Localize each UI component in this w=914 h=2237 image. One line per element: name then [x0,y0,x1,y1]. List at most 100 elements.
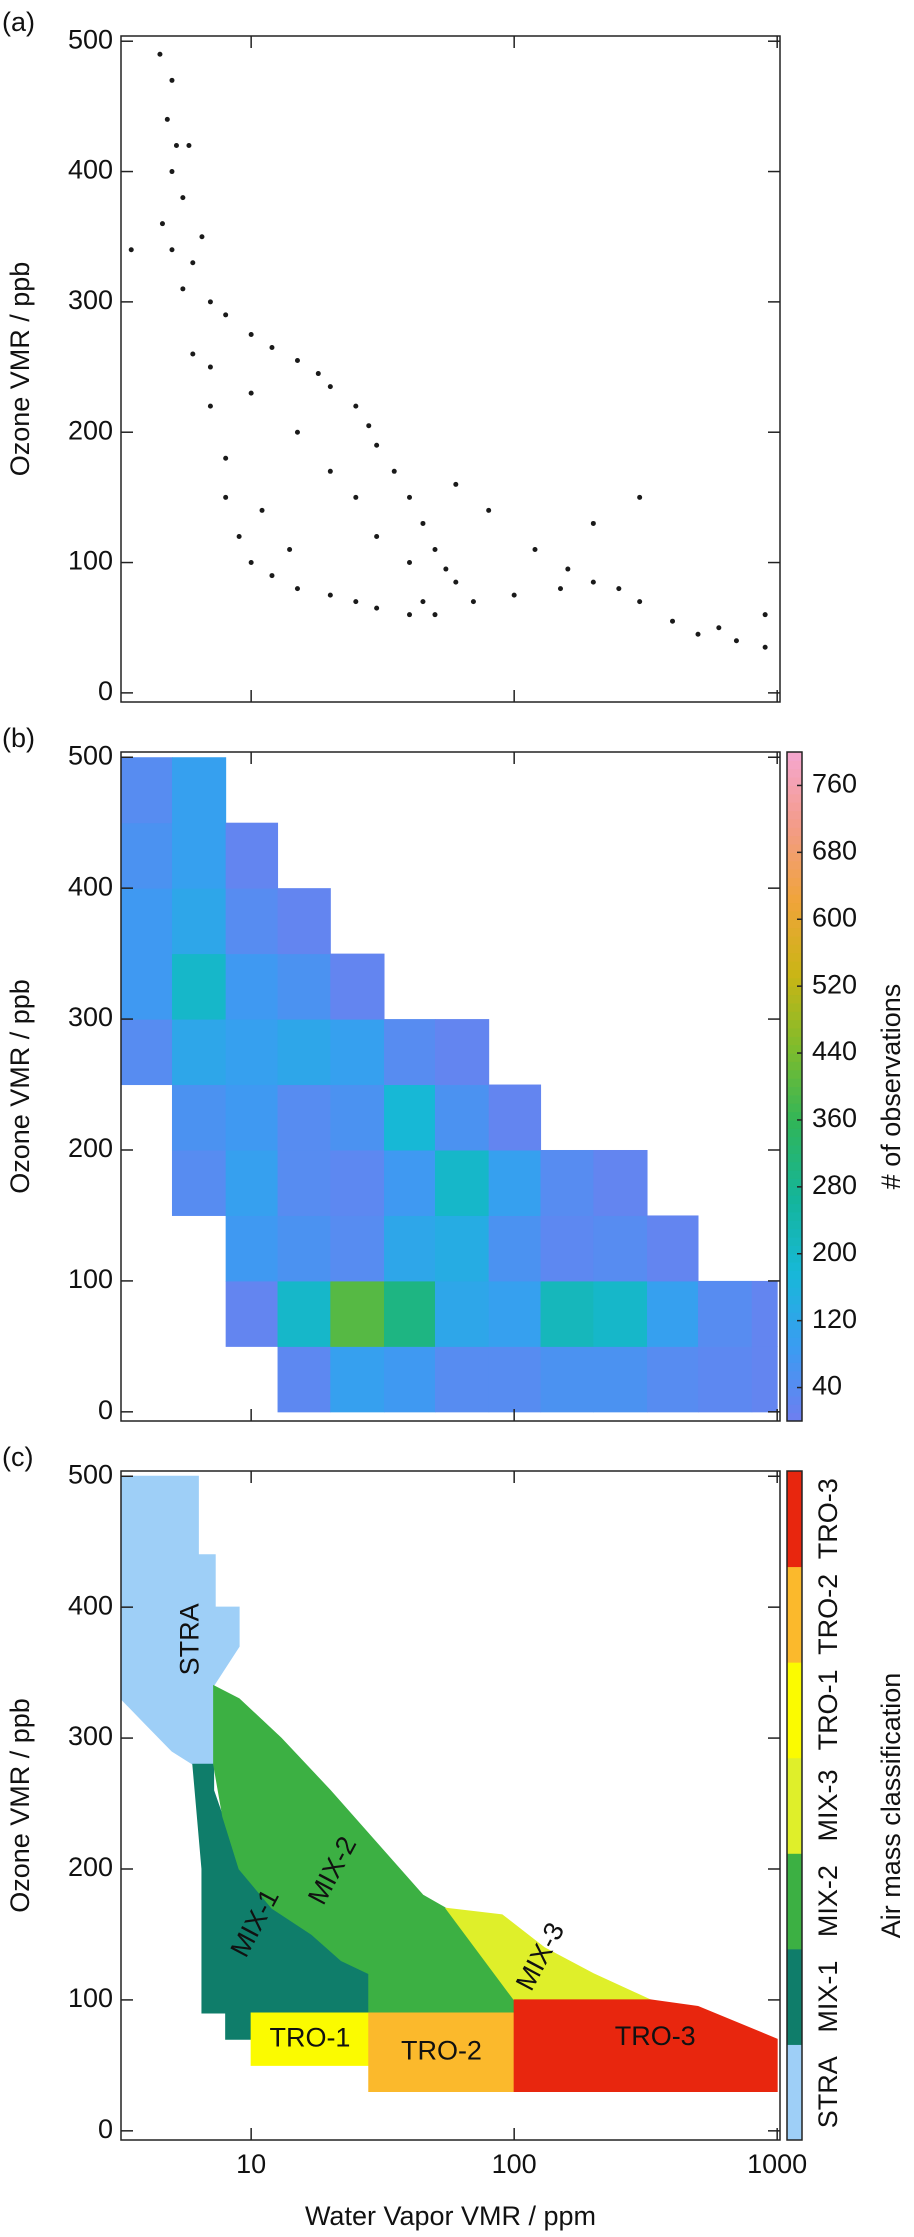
heatmap-cell [540,1215,594,1282]
colorbar-segment [787,1170,802,1179]
heatmap-cell [277,1280,331,1347]
colorbar-segment [787,1145,802,1154]
y-tick-label: 300 [68,1002,113,1032]
colorbar-segment [787,919,802,929]
point [159,221,165,227]
point [223,312,229,318]
point [511,592,517,598]
heatmap-cell [225,1215,279,1282]
colorbar-segment [787,1245,802,1255]
heatmap-cell [540,1346,594,1413]
colorbar-segment [787,1119,802,1129]
y-axis-title: Ozone VMR / ppb [5,262,35,477]
point [420,599,426,605]
colorbar-segment [787,969,802,979]
legend-label: MIX-1 [813,1961,843,2033]
heatmap-cell [171,888,227,955]
heatmap-cell [225,953,279,1020]
colorbar-segment [787,1128,802,1138]
colorbar-segment [787,860,802,870]
y-axis-title: Ozone VMR / ppb [5,1698,35,1913]
colorbar-segment [787,1370,802,1380]
colorbar-segment [787,1203,802,1213]
y-tick-label: 200 [68,415,113,445]
point [128,247,134,253]
point [590,520,596,526]
region-label: TRO-1 [269,2022,350,2052]
heatmap-cell [277,1215,331,1282]
y-tick-label: 200 [68,1852,113,1882]
colorbar-segment [787,1136,802,1146]
point [391,468,397,474]
heatmap-cell [593,1215,648,1282]
colorbar-segment [787,894,802,904]
colorbar-segment [787,1036,802,1046]
colorbar-segment [787,1412,802,1422]
colorbar-segment [787,793,802,803]
colorbar-segment [787,1044,802,1054]
point [695,631,701,637]
heatmap-cell [277,1149,331,1216]
y-tick-label: 500 [68,1459,113,1489]
colorbar-segment [787,902,802,912]
colorbar-segment [787,1287,802,1297]
point [223,494,229,500]
point [374,442,380,448]
point [173,142,179,148]
y-tick-label: 300 [68,285,113,315]
colorbar-segment [787,760,802,770]
x-axis-title: Water Vapor VMR / ppm [305,2201,596,2231]
panel-label: (c) [2,1442,33,1472]
x-tick-label: 10 [236,2149,266,2179]
point [565,566,571,572]
colorbar-segment [787,1237,802,1246]
colorbar-segment [787,1253,802,1263]
colorbar-segment [787,1094,802,1104]
y-tick-label: 400 [68,155,113,185]
point [180,195,186,201]
colorbar-segment [787,1019,802,1029]
colorbar-segment [787,1404,802,1414]
colorbar-segment [787,1220,802,1230]
plot-frame [120,1470,781,2141]
colorbar-segment [787,785,802,795]
colorbar-tick-label: 520 [812,969,857,999]
colorbar-segment [787,1111,802,1121]
colorbar-segment [787,1295,802,1305]
colorbar-segment [787,1011,802,1021]
point [453,481,459,487]
point [180,286,186,292]
colorbar-segment [787,986,802,996]
plot-frame [120,35,781,703]
colorbar-frame [786,1470,803,2141]
region [120,1475,240,1765]
point [374,533,380,539]
heatmap-cell [121,1019,173,1086]
colorbar-segment [787,1027,802,1037]
point [616,586,622,592]
point [223,455,229,461]
heatmap-cell [488,1084,542,1151]
heatmap-cell [225,1280,279,1347]
colorbar-segment [787,777,802,786]
heatmap-cell [171,1019,227,1086]
colorbar-segment [787,1262,802,1271]
colorbar-segment [787,1329,802,1338]
point [169,77,175,83]
point [248,390,254,396]
heatmap-cell [171,822,227,889]
colorbar-tick-label: 680 [812,835,857,865]
colorbar-title: # of observations [876,984,906,1190]
heatmap-cell [647,1215,699,1282]
colorbar-segment [787,810,802,820]
colorbar-title: Air mass classification [876,1673,906,1939]
colorbar-segment [787,1320,802,1330]
point [366,423,372,429]
heatmap-cell [330,1019,385,1086]
heatmap-cell [277,888,331,955]
heatmap-cell [225,1019,279,1086]
point [294,429,300,435]
legend-swatch [787,1757,802,1854]
plot-frame [120,751,781,1422]
point [637,599,643,605]
